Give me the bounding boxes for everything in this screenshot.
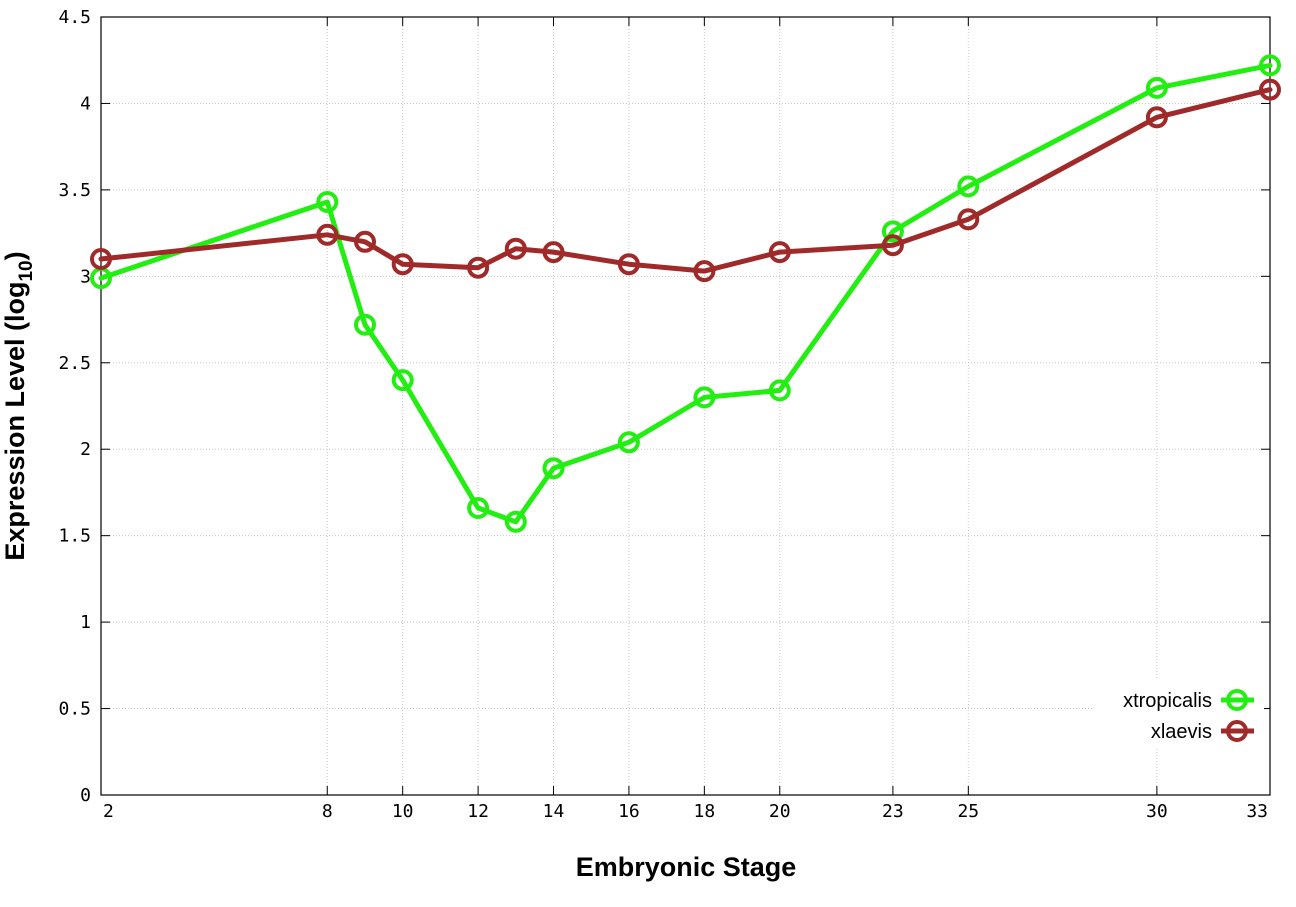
data-point-xlaevis — [542, 241, 565, 264]
data-point-xlaevis — [391, 253, 414, 276]
data-point-xlaevis — [90, 248, 112, 270]
legend-label-xtropicalis: xtropicalis — [1123, 690, 1212, 712]
data-point-xtropicalis — [768, 379, 791, 402]
series-layer — [90, 54, 1281, 533]
axis-ticks: 0 0.5 1 1.5 2 2.5 3 3.5 4 4.5 2 8 10 12 14 16 18 20 23 25 30… — [58, 7, 1271, 822]
x-tick-label: 16 — [618, 801, 640, 822]
x-tick-label: 12 — [467, 801, 489, 822]
data-point-xlaevis — [617, 253, 640, 276]
data-point-xlaevis — [354, 230, 376, 253]
plot-frame — [100, 16, 1271, 796]
y-axis-title-subscript: 10 — [16, 260, 37, 281]
legend-marker-xtropicalis — [1226, 689, 1248, 711]
y-tick-label: 4.5 — [58, 7, 91, 28]
data-point-xtropicalis — [693, 386, 716, 409]
y-tick-label: 3 — [80, 266, 91, 287]
y-tick-label: 3.5 — [58, 180, 91, 201]
data-point-xlaevis — [768, 241, 791, 264]
data-point-xtropicalis — [881, 220, 904, 243]
data-point-xtropicalis — [316, 191, 339, 213]
data-point-xtropicalis — [542, 457, 565, 480]
x-tick-label: 2 — [103, 801, 114, 822]
y-tick-label: 1 — [80, 612, 91, 633]
data-point-xtropicalis — [391, 369, 414, 392]
data-point-xlaevis — [467, 256, 490, 279]
y-axis-title-main: Expression Level (log — [0, 282, 30, 561]
data-point-xtropicalis — [1145, 76, 1168, 99]
data-point-xlaevis — [693, 260, 716, 283]
y-axis-title: Expression Level (log10) — [0, 251, 37, 560]
series-line-xlaevis — [98, 87, 1273, 274]
data-point-xtropicalis — [1259, 54, 1281, 77]
x-tick-label: 33 — [1246, 801, 1268, 822]
x-tick-label: 23 — [882, 801, 904, 822]
y-tick-label: 0.5 — [58, 699, 91, 720]
x-tick-label: 25 — [957, 801, 979, 822]
y-tick-label: 2.5 — [58, 353, 91, 374]
data-point-xlaevis — [1145, 106, 1168, 129]
x-tick-label: 14 — [543, 801, 565, 822]
data-point-xlaevis — [316, 223, 339, 246]
x-tick-label: 30 — [1146, 801, 1168, 822]
legend-label-xlaevis: xlaevis — [1151, 721, 1212, 743]
y-tick-label: 0 — [80, 785, 91, 806]
data-point-xtropicalis — [617, 431, 640, 454]
y-axis-title-end: ) — [0, 251, 30, 260]
y-tick-label: 1.5 — [58, 526, 91, 547]
data-point-xlaevis — [881, 234, 904, 257]
data-point-xlaevis — [504, 237, 527, 260]
y-tick-label: 2 — [80, 439, 91, 460]
x-tick-label: 20 — [769, 801, 791, 822]
data-point-xtropicalis — [957, 175, 980, 198]
x-tick-label: 18 — [694, 801, 716, 822]
y-tick-label: 4 — [80, 93, 91, 114]
series-line-xtropicalis — [98, 62, 1273, 525]
data-point-xtropicalis — [354, 313, 376, 336]
data-point-xtropicalis — [467, 497, 490, 519]
x-axis-title: Embryonic Stage — [576, 852, 797, 882]
legend: xtropicalis xlaevis — [1123, 689, 1254, 743]
data-point-xtropicalis — [504, 510, 527, 533]
data-point-xlaevis — [1259, 78, 1281, 101]
data-point-xlaevis — [957, 208, 980, 231]
legend-marker-xlaevis — [1226, 720, 1248, 742]
grid — [101, 17, 1270, 795]
x-tick-label: 8 — [322, 801, 333, 822]
x-tick-label: 10 — [392, 801, 414, 822]
